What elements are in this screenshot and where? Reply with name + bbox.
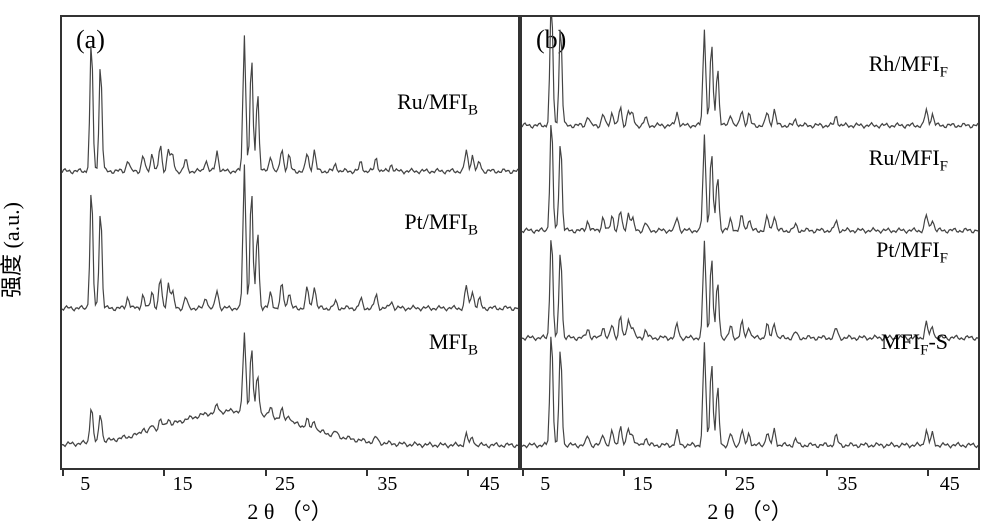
x-tick <box>826 468 828 476</box>
panel-b-x-axis: 5 15 25 35 45 <box>522 473 978 496</box>
trace-label: MFIF-S <box>881 329 948 359</box>
trace-label: Pt/MFIB <box>404 209 478 239</box>
x-tick <box>366 468 368 476</box>
trace-label: MFIB <box>429 329 478 359</box>
x-tick-label: 15 <box>173 473 193 496</box>
panel-a-x-title: 2 θ （°） <box>247 494 332 526</box>
x-tick-label: 25 <box>275 473 295 496</box>
x-tick-label: 35 <box>837 473 857 496</box>
trace-label: Pt/MFIF <box>876 237 948 267</box>
trace-label: Rh/MFIF <box>869 51 948 81</box>
x-tick-label: 5 <box>80 473 90 496</box>
panel-a-svg <box>62 17 518 468</box>
panel-a-plot <box>62 17 518 468</box>
panel-b: (b) Rh/MFIFRu/MFIFPt/MFIFMFIF-S 51525354… <box>520 15 980 470</box>
trace-label: Ru/MFIF <box>869 145 948 175</box>
x-tick <box>623 468 625 476</box>
x-tick-label: 25 <box>735 473 755 496</box>
trace-label: Ru/MFIB <box>397 89 478 119</box>
x-tick-label: 15 <box>633 473 653 496</box>
x-tick <box>265 468 267 476</box>
x-tick <box>725 468 727 476</box>
x-tick <box>467 468 469 476</box>
x-tick-label: 5 <box>540 473 550 496</box>
x-tick-label: 35 <box>377 473 397 496</box>
x-tick <box>163 468 165 476</box>
x-tick <box>927 468 929 476</box>
x-tick-label: 45 <box>480 473 500 496</box>
x-tick-label: 45 <box>940 473 960 496</box>
figure-container: (a) Ru/MFIBPt/MFIBMFIB 515253545 2 θ （°）… <box>60 15 980 470</box>
panel-a: (a) Ru/MFIBPt/MFIBMFIB 515253545 2 θ （°） <box>60 15 520 470</box>
panel-a-x-axis: 5 15 25 35 45 <box>62 473 518 496</box>
x-tick <box>522 468 524 476</box>
y-axis-label: 强度 (a.u.) <box>0 202 26 298</box>
x-tick <box>62 468 64 476</box>
panel-b-x-title: 2 θ （°） <box>707 494 792 526</box>
